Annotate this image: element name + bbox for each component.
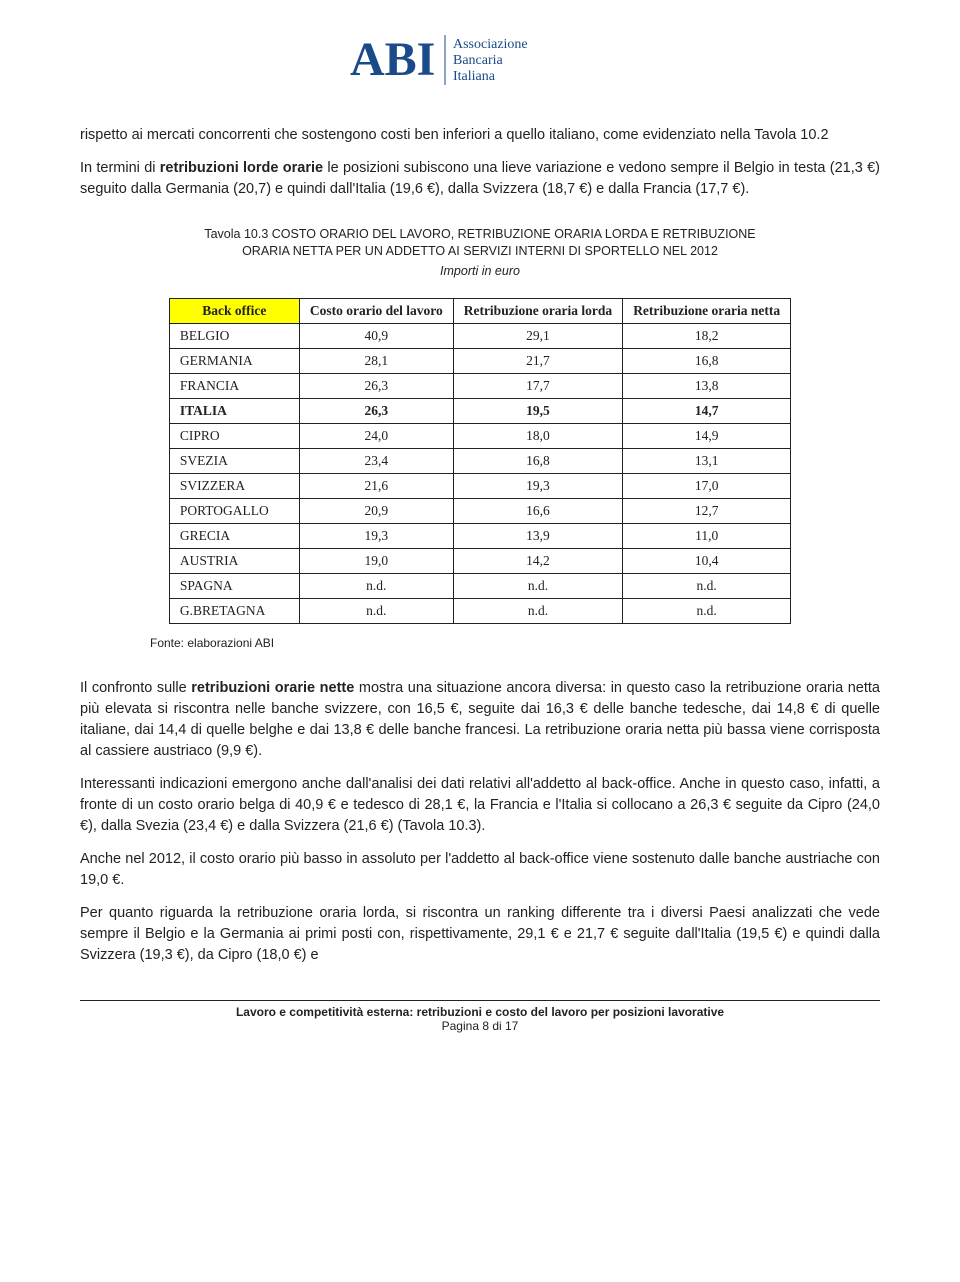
row-value: 19,0 [299,548,453,573]
table-subtitle: Importi in euro [80,264,880,278]
table-row: BELGIO40,929,118,2 [169,323,790,348]
cost-table: Back office Costo orario del lavoro Retr… [169,298,791,624]
table-col-1: Costo orario del lavoro [299,298,453,323]
table-source: Fonte: elaborazioni ABI [150,636,880,650]
logo-line2: Bancaria [453,53,504,68]
table-row: CIPRO24,018,014,9 [169,423,790,448]
table-row: AUSTRIA19,014,210,4 [169,548,790,573]
paragraph-3: Il confronto sulle retribuzioni orarie n… [80,678,880,762]
table-row: FRANCIA26,317,713,8 [169,373,790,398]
logo-line3: Italiana [453,69,496,84]
table-title: Tavola 10.3 COSTO ORARIO DEL LAVORO, RET… [200,226,760,260]
row-value: 14,9 [623,423,791,448]
row-name: SPAGNA [169,573,299,598]
row-value: 16,8 [453,448,622,473]
logo-line1: Associazione [453,37,528,52]
logo-abbrev: ABI [350,33,435,86]
row-value: 26,3 [299,398,453,423]
row-value: 28,1 [299,348,453,373]
row-value: 13,9 [453,523,622,548]
row-name: BELGIO [169,323,299,348]
table-row: SVIZZERA21,619,317,0 [169,473,790,498]
footer-title: Lavoro e competitività esterna: retribuz… [80,1005,880,1019]
row-name: AUSTRIA [169,548,299,573]
paragraph-6: Per quanto riguarda la retribuzione orar… [80,903,880,966]
row-value: 24,0 [299,423,453,448]
row-value: 26,3 [299,373,453,398]
row-value: 14,7 [623,398,791,423]
row-value: n.d. [299,598,453,623]
row-value: 17,7 [453,373,622,398]
row-value: n.d. [453,598,622,623]
table-corner: Back office [169,298,299,323]
row-value: 23,4 [299,448,453,473]
table-row: GERMANIA28,121,716,8 [169,348,790,373]
row-value: 19,5 [453,398,622,423]
row-value: 21,6 [299,473,453,498]
row-value: 19,3 [453,473,622,498]
table-row: G.BRETAGNAn.d.n.d.n.d. [169,598,790,623]
footer: Lavoro e competitività esterna: retribuz… [80,1000,880,1033]
row-value: 21,7 [453,348,622,373]
row-value: 40,9 [299,323,453,348]
row-value: 19,3 [299,523,453,548]
row-value: 17,0 [623,473,791,498]
row-name: G.BRETAGNA [169,598,299,623]
row-value: n.d. [453,573,622,598]
table-row: ITALIA26,319,514,7 [169,398,790,423]
row-value: n.d. [299,573,453,598]
row-value: 11,0 [623,523,791,548]
row-value: 20,9 [299,498,453,523]
row-value: 18,0 [453,423,622,448]
row-value: 13,1 [623,448,791,473]
table-row: GRECIA19,313,911,0 [169,523,790,548]
row-name: CIPRO [169,423,299,448]
row-value: 13,8 [623,373,791,398]
row-name: SVIZZERA [169,473,299,498]
row-value: 16,8 [623,348,791,373]
paragraph-1: rispetto ai mercati concorrenti che sost… [80,125,880,146]
row-name: PORTOGALLO [169,498,299,523]
table-row: SVEZIA23,416,813,1 [169,448,790,473]
row-value: 12,7 [623,498,791,523]
row-value: 16,6 [453,498,622,523]
footer-page: Pagina 8 di 17 [80,1019,880,1033]
table-row: SPAGNAn.d.n.d.n.d. [169,573,790,598]
paragraph-5: Anche nel 2012, il costo orario più bass… [80,849,880,891]
table-col-3: Retribuzione oraria netta [623,298,791,323]
row-value: 29,1 [453,323,622,348]
table-header-row: Back office Costo orario del lavoro Retr… [169,298,790,323]
table-col-2: Retribuzione oraria lorda [453,298,622,323]
paragraph-2: In termini di retribuzioni lorde orarie … [80,158,880,200]
row-value: 18,2 [623,323,791,348]
row-value: n.d. [623,598,791,623]
row-name: FRANCIA [169,373,299,398]
table-body: BELGIO40,929,118,2GERMANIA28,121,716,8FR… [169,323,790,623]
row-value: n.d. [623,573,791,598]
paragraph-4: Interessanti indicazioni emergono anche … [80,774,880,837]
row-value: 10,4 [623,548,791,573]
logo: ABI Associazione Bancaria Italiana [80,30,880,95]
row-name: ITALIA [169,398,299,423]
row-name: GERMANIA [169,348,299,373]
row-value: 14,2 [453,548,622,573]
table-row: PORTOGALLO20,916,612,7 [169,498,790,523]
row-name: GRECIA [169,523,299,548]
row-name: SVEZIA [169,448,299,473]
